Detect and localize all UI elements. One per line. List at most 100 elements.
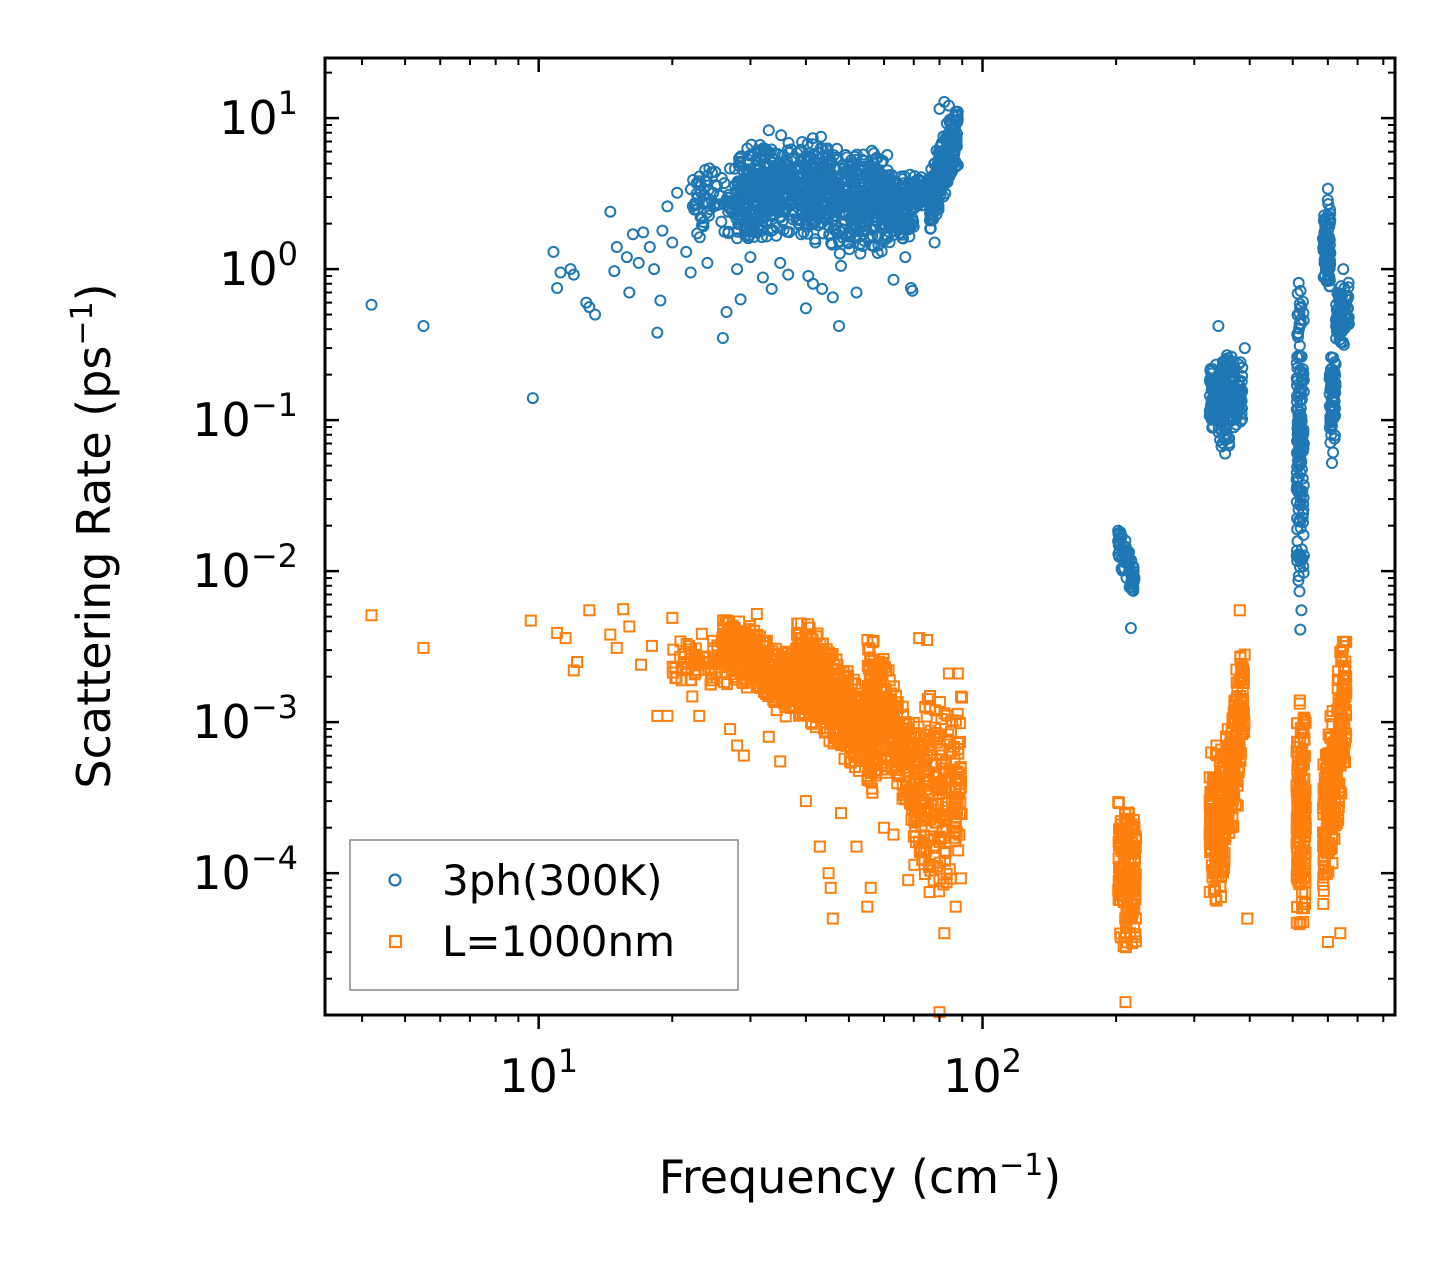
- data-point-3ph: [728, 162, 741, 175]
- data-point-3ph: [1297, 503, 1310, 516]
- data-point-3ph: [804, 161, 817, 174]
- data-point-3ph: [1295, 350, 1308, 363]
- data-point-3ph: [786, 196, 799, 209]
- data-point-3ph: [911, 195, 924, 208]
- data-point-3ph: [809, 233, 821, 246]
- data-point-3ph: [906, 218, 919, 231]
- data-point-3ph: [1292, 276, 1305, 289]
- data-point-3ph: [743, 206, 755, 219]
- data-point-3ph: [840, 166, 853, 179]
- data-point-3ph: [782, 165, 795, 178]
- data-point-3ph: [701, 256, 714, 269]
- data-point-3ph: [693, 170, 706, 183]
- data-point-3ph: [701, 169, 714, 182]
- data-point-3ph: [1291, 523, 1304, 536]
- data-point-3ph: [1318, 209, 1331, 222]
- data-point-3ph: [671, 186, 684, 199]
- data-point-3ph: [1294, 406, 1307, 418]
- data-point-3ph: [736, 199, 749, 212]
- data-point-3ph: [843, 243, 856, 256]
- data-point-3ph: [924, 222, 937, 235]
- data-point-3ph: [620, 251, 633, 264]
- data-point-3ph: [909, 175, 921, 188]
- data-point-3ph: [782, 137, 795, 149]
- data-point-3ph: [845, 227, 858, 240]
- data-point-3ph: [770, 221, 783, 234]
- data-point-3ph: [684, 266, 697, 279]
- data-point-3ph: [935, 136, 948, 149]
- data-point-3ph: [799, 193, 812, 206]
- data-point-3ph: [734, 150, 747, 163]
- data-point-3ph: [748, 226, 761, 239]
- data-point-3ph: [899, 251, 912, 264]
- data-point-3ph: [858, 234, 871, 247]
- data-point-3ph: [1112, 548, 1125, 561]
- data-point-3ph: [852, 214, 865, 227]
- data-point-3ph: [819, 142, 832, 155]
- data-point-3ph: [731, 223, 744, 236]
- data-point-3ph: [1231, 409, 1244, 422]
- series-layer: [365, 95, 1355, 1019]
- data-point-3ph: [705, 194, 718, 207]
- data-point-3ph: [817, 208, 830, 221]
- data-point-3ph: [938, 155, 951, 168]
- data-point-3ph: [688, 197, 701, 210]
- data-point-3ph: [775, 129, 788, 142]
- data-point-3ph: [781, 144, 794, 157]
- data-point-3ph: [858, 160, 871, 173]
- data-point-3ph: [1227, 355, 1240, 368]
- series-3ph: [365, 95, 1355, 636]
- data-point-3ph: [807, 217, 820, 230]
- data-point-3ph: [944, 136, 956, 148]
- data-point-3ph: [1291, 362, 1304, 374]
- data-point-3ph: [1123, 559, 1135, 572]
- data-point-3ph: [758, 152, 771, 165]
- data-point-3ph: [864, 171, 877, 184]
- data-point-3ph: [839, 172, 852, 185]
- data-point-3ph: [551, 282, 564, 294]
- data-point-3ph: [845, 221, 858, 233]
- data-point-3ph: [834, 191, 847, 204]
- data-point-3ph: [1126, 578, 1139, 591]
- data-point-3ph: [883, 178, 896, 190]
- data-point-3ph: [783, 226, 796, 239]
- data-point-3ph: [643, 241, 656, 253]
- data-point-3ph: [766, 165, 779, 178]
- data-point-3ph: [1291, 308, 1304, 321]
- data-point-3ph: [1317, 271, 1330, 284]
- data-point-3ph: [870, 152, 883, 165]
- data-point-3ph: [810, 175, 823, 187]
- data-point-3ph: [942, 99, 955, 112]
- data-point-3ph: [762, 124, 775, 137]
- data-point-3ph: [827, 213, 840, 226]
- data-point-3ph: [1292, 331, 1304, 343]
- data-point-3ph: [1291, 379, 1303, 392]
- data-point-3ph: [1291, 350, 1304, 363]
- data-point-3ph: [526, 392, 539, 405]
- data-point-3ph: [1321, 194, 1334, 206]
- data-point-3ph: [871, 247, 884, 259]
- data-point-3ph: [742, 232, 755, 245]
- data-point-3ph: [1291, 417, 1304, 430]
- data-point-3ph: [835, 259, 847, 272]
- data-point-3ph: [941, 148, 954, 161]
- data-point-3ph: [1292, 548, 1305, 561]
- data-point-3ph: [806, 132, 819, 145]
- data-point-3ph: [1292, 327, 1305, 340]
- data-point-3ph: [680, 245, 693, 258]
- data-point-3ph: [704, 203, 717, 216]
- data-point-3ph: [365, 298, 378, 311]
- data-point-3ph: [908, 170, 921, 183]
- data-point-3ph: [896, 228, 908, 241]
- data-point-3ph: [720, 306, 733, 318]
- data-point-3ph: [745, 138, 758, 151]
- data-point-3ph: [1212, 320, 1225, 332]
- data-point-3ph: [882, 202, 894, 215]
- data-point-3ph: [554, 266, 567, 279]
- data-point-3ph: [691, 227, 704, 240]
- data-point-3ph: [796, 136, 809, 148]
- data-point-3ph: [1322, 231, 1335, 244]
- data-point-3ph: [1297, 307, 1310, 319]
- data-point-3ph: [1292, 515, 1305, 528]
- data-point-3ph: [707, 186, 720, 199]
